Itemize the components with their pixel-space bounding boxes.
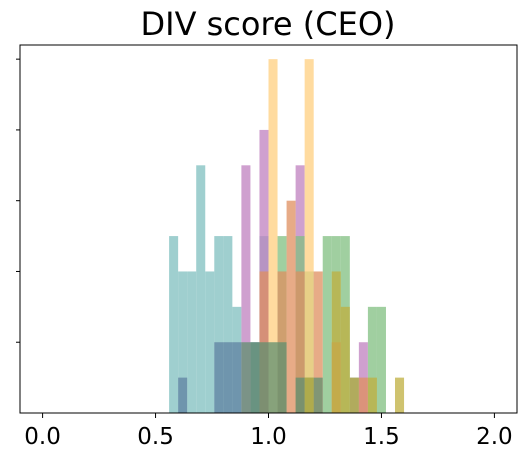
histogram-bar-s6-b4 (277, 342, 287, 413)
histogram-bar-s0-b4 (205, 271, 215, 413)
x-tick-label: 0.5 (137, 424, 174, 450)
histogram-bar-s3-b3 (322, 236, 332, 413)
histogram-bar-s0-b3 (196, 165, 206, 413)
histogram-bar-s5-b2 (286, 200, 296, 413)
histogram-bar-s5-b0 (259, 271, 269, 413)
histogram-bars (169, 59, 405, 414)
histogram-bar-s1-b0 (178, 377, 188, 413)
chart-title: DIV score (CEO) (140, 5, 395, 43)
x-axis-ticks: 0.0 0.5 1.0 1.5 2.0 (24, 413, 513, 450)
histogram-bar-s4-b0 (268, 59, 278, 414)
histogram-bar-s5-b6 (358, 377, 368, 413)
histogram-bar-s5-b1 (277, 271, 287, 413)
histogram-bar-s3-b7 (376, 306, 386, 413)
histogram-bar-s6-b3 (268, 342, 278, 413)
histogram-bar-s7-b1 (331, 271, 341, 413)
histogram-bar-s6-b0 (241, 342, 251, 413)
histogram-bar-s5-b4 (313, 271, 323, 413)
histogram-bar-s7-b0 (304, 377, 314, 413)
histogram-bar-s4-b1 (304, 59, 314, 414)
histogram-bar-s0-b6 (223, 236, 233, 413)
x-tick-label: 2.0 (476, 424, 513, 450)
histogram-bar-s6-b7 (313, 377, 323, 413)
histogram-bar-s3-b6 (367, 306, 377, 413)
x-tick-label: 1.0 (250, 424, 287, 450)
x-tick-label: 1.5 (363, 424, 400, 450)
histogram-bar-s5-b3 (295, 271, 305, 413)
y-axis-ticks (16, 58, 20, 343)
histogram-bar-s7-b2 (340, 306, 350, 413)
histogram-bar-s1-b3 (232, 342, 242, 413)
histogram-bar-s6-b1 (250, 342, 260, 413)
histogram-bar-s6-b2 (259, 342, 269, 413)
histogram-bar-s1-b1 (214, 342, 224, 413)
histogram-bar-s1-b2 (223, 342, 233, 413)
histogram-bar-s0-b2 (187, 271, 197, 413)
histogram-bar-s2-b0 (241, 165, 251, 413)
histogram-bar-s7-b3 (349, 377, 359, 413)
histogram-bar-s2-b3 (358, 342, 368, 413)
histogram-bar-s6-b5 (295, 377, 305, 413)
histogram-bar-s7-b5 (395, 377, 405, 413)
histogram-bar-s7-b4 (367, 377, 377, 413)
histogram-bar-s0-b5 (214, 236, 224, 413)
x-tick-label: 0.0 (24, 424, 61, 450)
histogram-bar-s0-b1 (178, 271, 188, 413)
histogram-bar-s0-b0 (169, 236, 179, 413)
